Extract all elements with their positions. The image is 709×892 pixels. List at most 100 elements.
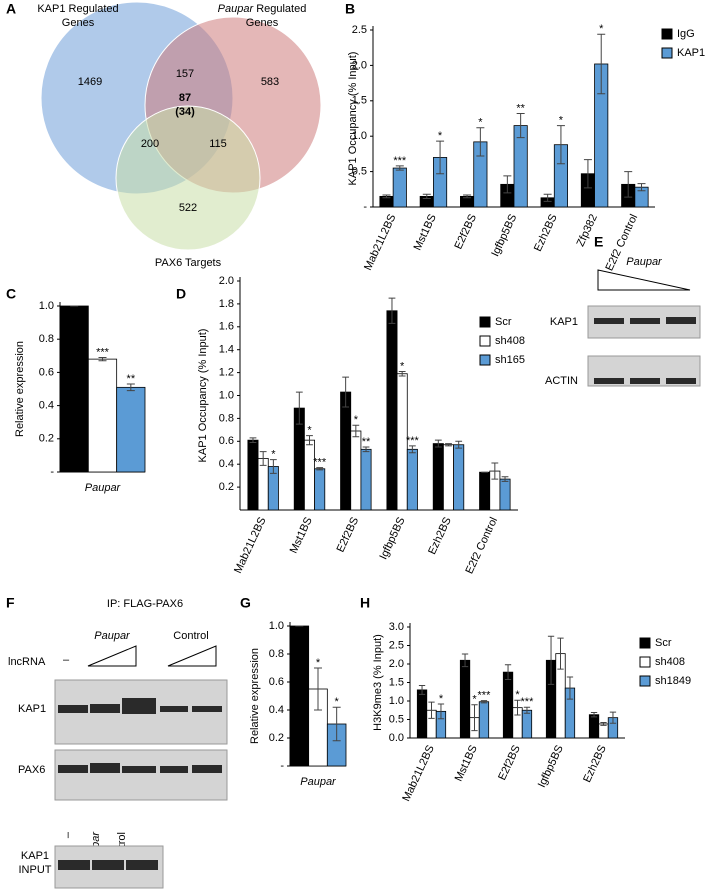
error-bar <box>504 664 512 681</box>
bar <box>87 358 118 473</box>
legend-swatch <box>479 335 491 347</box>
y-tick-label: 1.0 <box>269 620 284 632</box>
y-tick-label: 1.8 <box>219 298 234 310</box>
y-tick-label: 1.0 <box>352 130 367 142</box>
y-tick-label: 1.0 <box>39 300 54 312</box>
error-bar <box>418 684 426 695</box>
error-bar <box>269 459 277 474</box>
x-tick-label: Mab21L2BS <box>362 212 398 272</box>
error-bar <box>516 113 525 139</box>
blot-e: Paupar KAP1 ACTIN <box>545 256 701 387</box>
significance-label: *** <box>478 690 492 702</box>
set-title: KAP1 Regulated <box>37 3 118 15</box>
significance-label: * <box>400 360 405 372</box>
blot-band <box>90 763 120 773</box>
blot-row-label: PAX6 <box>18 764 45 776</box>
blot-band <box>90 704 120 713</box>
region-count: 200 <box>141 138 159 150</box>
bar-chart: Relative expression - 0.2 0.4 0.6 0.8 1.0 Paupa… <box>249 620 347 788</box>
group-label: Paupar <box>94 630 131 642</box>
error-bar <box>428 701 435 719</box>
bar <box>59 305 89 473</box>
error-bar <box>566 676 574 700</box>
legend-swatch <box>661 47 673 59</box>
bar <box>350 430 362 511</box>
y-tick-label: 3.0 <box>389 621 404 633</box>
bar <box>416 689 428 739</box>
error-bar <box>543 193 552 202</box>
error-bar <box>342 376 350 408</box>
legend-swatch <box>661 28 673 40</box>
group-label: Control <box>173 630 208 642</box>
y-tick-label: 0.6 <box>39 366 54 378</box>
blot-band <box>92 860 124 870</box>
region-count: (34) <box>175 106 195 118</box>
error-bar <box>362 446 370 453</box>
bar <box>289 625 310 767</box>
bar <box>432 443 444 511</box>
y-tick-label: 0.8 <box>269 648 284 660</box>
bar <box>340 391 352 511</box>
lane-label: – <box>62 831 74 838</box>
set-title: Genes <box>62 17 95 29</box>
panel-label: E <box>594 234 603 250</box>
error-bar <box>437 703 445 720</box>
region-count: 87 <box>179 92 191 104</box>
y-tick-label: 2.5 <box>389 639 404 651</box>
error-bar <box>480 700 488 704</box>
y-tick-label: 0.2 <box>219 481 234 493</box>
panel-label: D <box>176 286 186 302</box>
bar-chart: KAP1 Occupancy (% Input) 0.2 0.4 0.6 0.8 1.0 1… <box>197 275 525 576</box>
y-tick-label: 1.5 <box>352 95 367 107</box>
significance-label: *** <box>521 696 535 708</box>
bar <box>314 468 326 511</box>
x-tick-label: Mst1BS <box>288 515 315 555</box>
bar <box>502 671 514 739</box>
bar-chart: Relative expression - 0.2 0.4 0.6 0.8 1.0 Paupa… <box>14 300 146 494</box>
x-tick-label: Igfbp5BS <box>378 515 408 561</box>
significance-label: * <box>559 114 564 126</box>
row-label: lncRNA <box>8 656 46 668</box>
error-bar <box>314 667 322 711</box>
error-bar <box>463 194 472 199</box>
bar <box>453 444 465 511</box>
y-tick-label: 2.0 <box>352 59 367 71</box>
blot-title: Paupar <box>626 256 663 268</box>
bar <box>598 723 609 739</box>
bar-chart: H3K9me3 (% Input) 0.0 0.5 1.0 1.5 2.0 2.5 3.0 Ma… <box>372 621 691 803</box>
significance-label: ** <box>127 373 136 385</box>
y-tick-label: 2.5 <box>352 24 367 36</box>
bar <box>116 386 146 473</box>
bar <box>304 439 315 511</box>
blot-row-label: KAP1 <box>21 850 49 862</box>
significance-label: *** <box>406 435 420 447</box>
legend-label: IgG <box>677 28 695 40</box>
set-title: Genes <box>246 17 279 29</box>
x-tick-label: Igfbp5BS <box>489 212 519 258</box>
blot-band <box>630 318 660 324</box>
legend-label: KAP1 <box>677 47 705 59</box>
region-count: 1469 <box>78 76 102 88</box>
x-tick-label: Paupar <box>85 482 122 494</box>
set-title-italic: Paupar <box>218 3 255 15</box>
error-bar <box>398 370 406 377</box>
y-tick-label: 0.4 <box>219 458 234 470</box>
error-bar <box>624 171 633 198</box>
y-tick-label: 0.4 <box>269 704 284 716</box>
error-bar <box>556 125 565 165</box>
y-tick-label: 1.0 <box>389 695 404 707</box>
significance-label: * <box>354 414 359 426</box>
error-bar <box>597 33 606 95</box>
blot-band <box>126 860 158 870</box>
panel-label: A <box>6 1 16 17</box>
significance-label: * <box>335 696 340 708</box>
x-tick-label: E2f2BS <box>335 515 362 554</box>
legend-swatch <box>479 354 491 366</box>
error-bar <box>471 704 478 732</box>
blot-row-label: INPUT <box>19 864 52 876</box>
significance-label: ** <box>516 102 525 114</box>
y-axis-label: H3K9me3 (% Input) <box>372 634 384 731</box>
venn-circle <box>115 105 261 251</box>
y-tick-label: - <box>50 466 54 478</box>
y-tick-label: 0.5 <box>352 166 367 178</box>
